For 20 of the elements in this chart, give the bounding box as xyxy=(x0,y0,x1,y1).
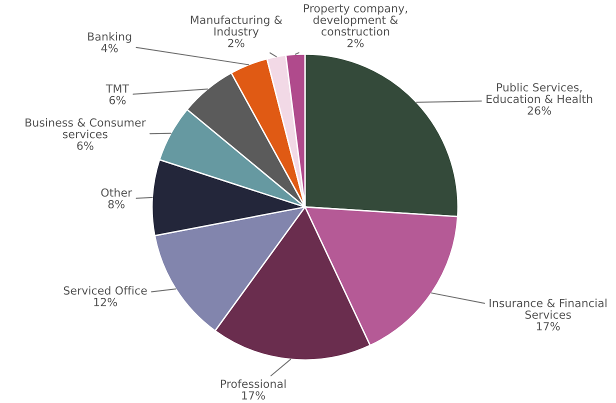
data-label: 12% xyxy=(94,298,118,306)
data-label: 26% xyxy=(528,106,552,115)
slice-label: Property company, development & construction xyxy=(304,4,408,36)
data-label: 4% xyxy=(101,44,118,52)
slice-label: Insurance & Financial Services xyxy=(490,298,606,319)
data-label: 6% xyxy=(109,96,126,104)
slice-label: Serviced Office xyxy=(64,286,147,295)
data-label: 2% xyxy=(228,38,244,48)
slice-label: Manufacturing & Industry xyxy=(190,15,282,38)
data-label: 2% xyxy=(347,38,364,48)
slice-label: Business & Consumer services xyxy=(26,118,146,138)
data-label: 8% xyxy=(108,200,125,208)
data-label: 17% xyxy=(536,322,560,330)
slice-label: TMT xyxy=(106,84,130,93)
slice-label: Other xyxy=(101,188,132,197)
data-label: 17% xyxy=(242,391,265,400)
slice-label: Professional xyxy=(220,379,286,388)
data-label: 6% xyxy=(77,142,94,150)
slice-label: Banking xyxy=(88,32,132,43)
slice-label: Public Services, Education & Health xyxy=(486,82,592,104)
